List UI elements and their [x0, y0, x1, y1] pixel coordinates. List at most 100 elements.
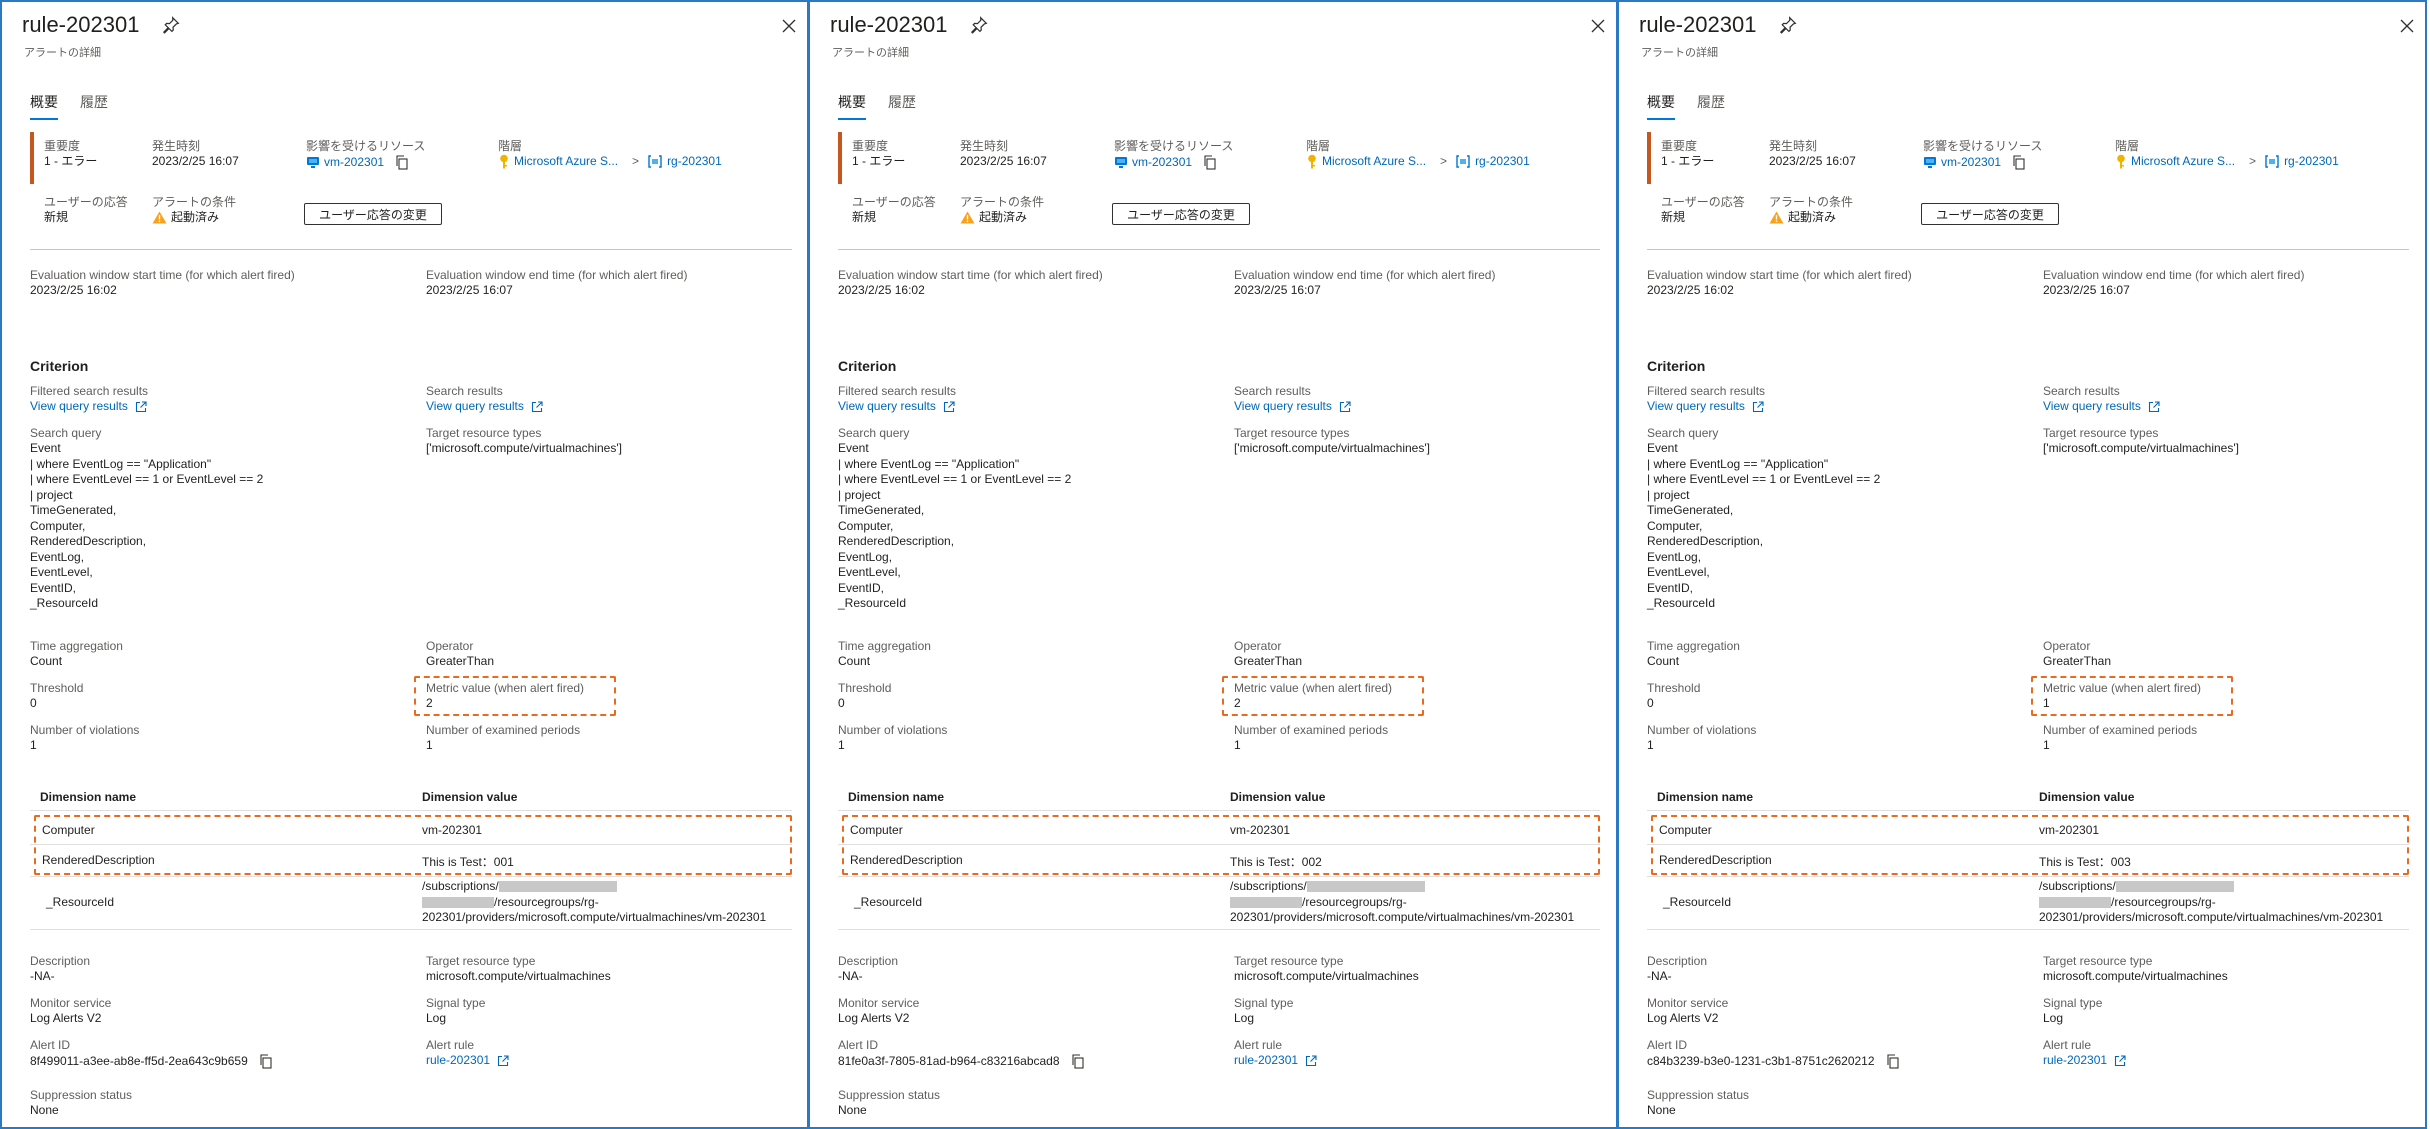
- monitor-service-field: Monitor service Log Alerts V2: [1647, 996, 1728, 1026]
- copy-icon[interactable]: [1885, 1053, 1901, 1069]
- external-link-icon: [498, 1054, 509, 1066]
- hierarchy-subscription-link[interactable]: Microsoft Azure S...: [2131, 154, 2236, 168]
- time-aggregation-field: Time aggregation Count: [838, 639, 931, 669]
- affected-resource-link[interactable]: vm-202301: [1132, 154, 1193, 169]
- filtered-view-query-results-link[interactable]: View query results: [1647, 399, 1745, 413]
- change-user-response-button[interactable]: ユーザー応答の変更: [1112, 203, 1250, 225]
- search-query-text: Event | where EventLog == "Application" …: [1647, 441, 1881, 610]
- search-results-label: Search results: [2043, 384, 2120, 398]
- time-aggregation-label: Time aggregation: [1647, 639, 1740, 653]
- tab-overview[interactable]: 概要: [838, 92, 866, 120]
- copy-icon[interactable]: [258, 1053, 274, 1069]
- tab-history[interactable]: 履歴: [888, 94, 916, 110]
- tab-history[interactable]: 履歴: [1697, 94, 1725, 110]
- external-link-icon: [135, 400, 147, 412]
- resource-id-prefix: /subscriptions/: [2039, 879, 2116, 893]
- search-results-field: Search results View query results: [2043, 384, 2160, 414]
- chevron-right-icon: >: [632, 154, 640, 168]
- alert-condition-field: アラートの条件 起動済み: [1769, 195, 1853, 225]
- filtered-view-query-results-link[interactable]: View query results: [838, 399, 936, 413]
- operator-value: GreaterThan: [1234, 654, 1303, 668]
- panel-header: rule-202301: [1639, 12, 1797, 38]
- eval-window-end-value: 2023/2/25 16:07: [1234, 283, 1321, 297]
- warning-icon: [1769, 211, 1784, 224]
- dimension-row-computer-name: Computer: [850, 823, 903, 837]
- eval-window-start-field: Evaluation window start time (for which …: [30, 268, 295, 298]
- time-aggregation-value: Count: [838, 654, 871, 668]
- filtered-search-results-field: Filtered search results View query resul…: [838, 384, 956, 414]
- alert-rule-link[interactable]: rule-202301: [1234, 1053, 1299, 1067]
- external-link-icon: [1339, 400, 1351, 412]
- dimension-name-header: Dimension name: [40, 790, 137, 804]
- threshold-label: Threshold: [1647, 681, 1701, 695]
- copy-icon[interactable]: [2011, 154, 2027, 170]
- eval-window-start-label: Evaluation window start time (for which …: [1647, 268, 1912, 282]
- pin-icon[interactable]: [970, 16, 988, 34]
- signal-type-label: Signal type: [426, 996, 486, 1010]
- user-response-value: 新規: [44, 210, 69, 224]
- change-user-response-button[interactable]: ユーザー応答の変更: [304, 203, 442, 225]
- view-query-results-link[interactable]: View query results: [2043, 399, 2141, 413]
- copy-icon[interactable]: [394, 154, 410, 170]
- tab-bar: 概要 履歴: [30, 92, 108, 120]
- warning-icon: [960, 211, 975, 224]
- operator-value: GreaterThan: [426, 654, 495, 668]
- tab-history[interactable]: 履歴: [80, 94, 108, 110]
- threshold-field: Threshold 0: [838, 681, 891, 711]
- external-link-icon: [2115, 1054, 2126, 1066]
- hierarchy-subscription-link[interactable]: Microsoft Azure S...: [1322, 154, 1427, 168]
- view-query-results-link[interactable]: View query results: [1234, 399, 1332, 413]
- hierarchy-resource-group-link[interactable]: rg-202301: [1475, 154, 1530, 168]
- alert-rule-link[interactable]: rule-202301: [426, 1053, 491, 1067]
- user-response-label: ユーザーの応答: [852, 195, 936, 209]
- divider: [838, 249, 1600, 250]
- copy-icon[interactable]: [1070, 1053, 1086, 1069]
- fired-time-field: 発生時刻 2023/2/25 16:07: [152, 139, 239, 169]
- examined-periods-value: 1: [2043, 738, 2050, 752]
- panel-title: rule-202301: [1639, 12, 1757, 37]
- target-resource-types-value: ['microsoft.compute/virtualmachines']: [1234, 441, 1430, 455]
- view-query-results-link[interactable]: View query results: [426, 399, 524, 413]
- redacted-subscription-id: [498, 881, 617, 893]
- violations-label: Number of violations: [1647, 723, 1757, 737]
- close-icon[interactable]: [2399, 18, 2415, 34]
- hierarchy-subscription-link[interactable]: Microsoft Azure S...: [514, 154, 619, 168]
- table-divider: [838, 810, 1600, 811]
- pin-icon[interactable]: [1779, 16, 1797, 34]
- target-resource-types-value: ['microsoft.compute/virtualmachines']: [2043, 441, 2239, 455]
- monitor-service-value: Log Alerts V2: [1647, 1011, 1719, 1025]
- table-divider: [30, 929, 792, 930]
- change-user-response-button[interactable]: ユーザー応答の変更: [1921, 203, 2059, 225]
- search-query-field: Search query Event | where EventLog == "…: [838, 426, 1071, 612]
- close-icon[interactable]: [1590, 18, 1606, 34]
- user-response-label: ユーザーの応答: [44, 195, 128, 209]
- target-resource-type-field: Target resource type microsoft.compute/v…: [1234, 954, 1419, 984]
- alert-rule-link[interactable]: rule-202301: [2043, 1053, 2108, 1067]
- dimension-row-description-value: This is Test：003: [2039, 855, 2131, 869]
- target-resource-types-field: Target resource types ['microsoft.comput…: [1234, 426, 1430, 456]
- chevron-right-icon: >: [1440, 154, 1448, 168]
- violations-field: Number of violations 1: [1647, 723, 1756, 753]
- table-divider: [838, 876, 1600, 877]
- tab-overview[interactable]: 概要: [1647, 92, 1675, 120]
- external-link-icon: [531, 400, 543, 412]
- resource-id-path: 202301/providers/microsoft.compute/virtu…: [422, 910, 767, 924]
- dimension-rows-highlight-box: [34, 815, 792, 875]
- affected-resource-label: 影響を受けるリソース: [1923, 139, 2043, 153]
- search-query-field: Search query Event | where EventLog == "…: [1647, 426, 1880, 612]
- affected-resource-link[interactable]: vm-202301: [324, 154, 385, 169]
- search-results-label: Search results: [1234, 384, 1311, 398]
- hierarchy-field: 階層 Microsoft Azure S... > rg-202301: [1306, 139, 1530, 169]
- hierarchy-resource-group-link[interactable]: rg-202301: [2284, 154, 2339, 168]
- filtered-view-query-results-link[interactable]: View query results: [30, 399, 128, 413]
- tab-overview[interactable]: 概要: [30, 92, 58, 120]
- pin-icon[interactable]: [162, 16, 180, 34]
- copy-icon[interactable]: [1202, 154, 1218, 170]
- alert-id-value: 81fe0a3f-7805-81ad-b964-c83216abcad8: [838, 1053, 1060, 1068]
- severity-value: 1 - エラー: [44, 154, 98, 168]
- dimension-row-computer-value: vm-202301: [422, 823, 483, 837]
- affected-resource-link[interactable]: vm-202301: [1941, 154, 2002, 169]
- description-field: Description -NA-: [1647, 954, 1707, 984]
- close-icon[interactable]: [781, 18, 797, 34]
- hierarchy-resource-group-link[interactable]: rg-202301: [667, 154, 722, 168]
